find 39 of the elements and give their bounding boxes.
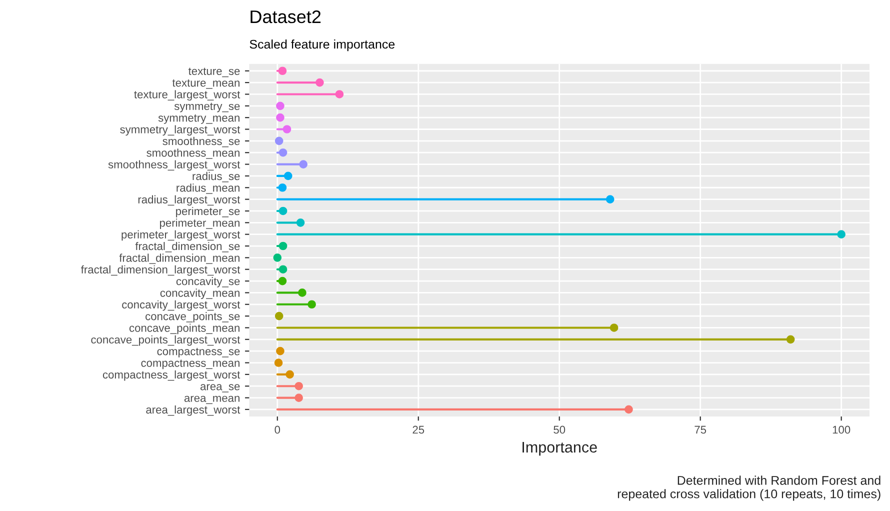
x-axis-title: Importance: [522, 442, 597, 456]
y-tick-label: radius_se: [192, 172, 240, 182]
y-tick-label: symmetry_largest_worst: [120, 125, 240, 136]
y-tick-label: area_se: [200, 384, 240, 392]
y-tick-label: compactness_largest_worst: [102, 370, 240, 381]
y-tick-label: smoothness_mean: [146, 148, 240, 159]
x-tick-label: 0: [274, 426, 280, 434]
x-tick-label: 100: [832, 426, 850, 434]
y-tick-label: fractal_dimension_largest_worst: [81, 265, 240, 276]
y-tick-label: concavity_largest_worst: [122, 300, 240, 311]
y-tick-label: symmetry_mean: [158, 114, 240, 124]
y-tick-label: compactness_mean: [141, 360, 240, 370]
y-tick-label: perimeter_largest_worst: [122, 230, 240, 241]
x-tick-label: 50: [554, 426, 566, 434]
y-tick-label: perimeter_mean: [160, 218, 240, 229]
y-tick-label: concave_points_largest_worst: [91, 335, 240, 346]
y-tick-label: texture_largest_worst: [134, 90, 240, 101]
x-tick-label: 75: [694, 426, 706, 434]
text: Determined with Random Forest and repeated cross validation (10 repeats, 10 times): [618, 476, 880, 501]
x-tick-label: 25: [412, 426, 424, 434]
y-tick-label: texture_se: [188, 68, 240, 78]
y-tick-label: perimeter_se: [176, 206, 240, 218]
y-tick-label: concave_points_se: [146, 312, 240, 322]
y-tick-label: area_mean: [184, 396, 240, 404]
chart-title: Dataset2: [250, 10, 321, 24]
y-tick-label: concavity_mean: [160, 288, 240, 300]
y-tick-label: compactness_se: [157, 348, 240, 358]
chart-subtitle: Scaled feature importance: [250, 39, 395, 52]
y-tick-label: area_largest_worst: [146, 405, 240, 416]
y-tick-label: fractal_dimension_mean: [119, 254, 240, 264]
y-tick-label: smoothness_se: [162, 136, 240, 148]
y-tick-label: concave_points_mean: [129, 324, 240, 334]
y-tick-label: smoothness_largest_worst: [108, 160, 240, 171]
y-tick-label: radius_mean: [176, 184, 240, 194]
y-tick-label: symmetry_se: [174, 102, 240, 112]
y-tick-label: radius_largest_worst: [138, 195, 240, 206]
y-tick-label: concavity_se: [176, 277, 240, 288]
y-tick-label: texture_mean: [172, 79, 240, 89]
y-tick-label: fractal_dimension_se: [135, 242, 240, 252]
